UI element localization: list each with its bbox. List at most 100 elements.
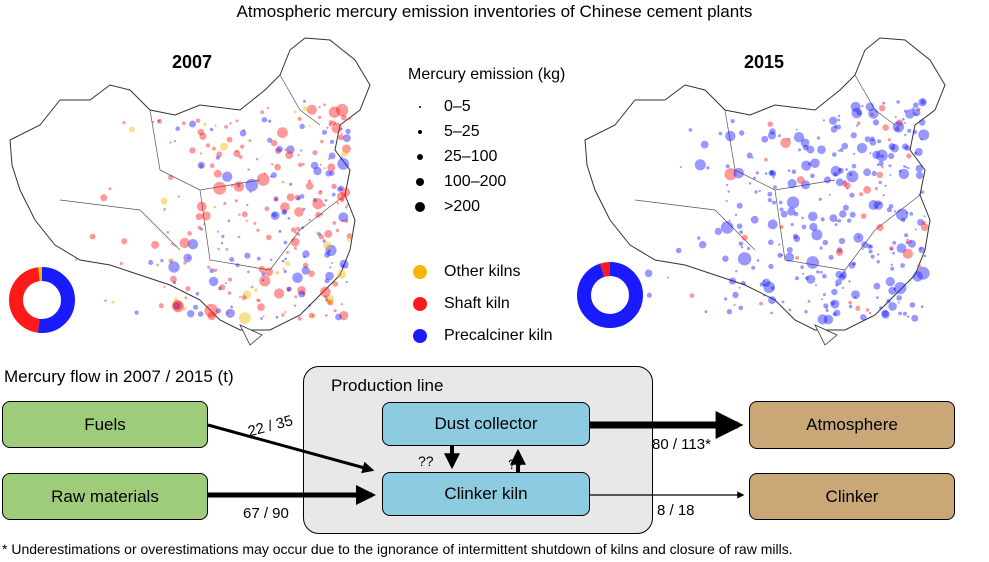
emission-point bbox=[108, 187, 112, 191]
size-legend: 0–5 5–25 25–100 100–200 >200 bbox=[408, 94, 506, 219]
emission-point bbox=[736, 223, 743, 229]
emission-point bbox=[173, 302, 181, 310]
emission-point bbox=[907, 239, 916, 248]
emission-point bbox=[129, 126, 135, 133]
emission-point bbox=[245, 219, 248, 222]
emission-point bbox=[308, 304, 311, 307]
emission-point bbox=[900, 263, 905, 268]
emission-point bbox=[337, 269, 347, 279]
emission-point bbox=[328, 120, 333, 125]
emission-point bbox=[317, 232, 322, 236]
emission-point bbox=[856, 121, 861, 126]
emission-point bbox=[163, 285, 166, 288]
emission-point bbox=[902, 311, 907, 316]
emission-point bbox=[336, 201, 339, 205]
emission-point bbox=[221, 234, 225, 239]
emission-point bbox=[320, 212, 324, 216]
emission-point bbox=[239, 129, 247, 137]
emission-point bbox=[899, 170, 902, 173]
emission-point bbox=[873, 200, 884, 210]
emission-point bbox=[254, 288, 258, 292]
emission-point bbox=[839, 148, 844, 152]
emission-point bbox=[273, 196, 279, 202]
emission-point bbox=[169, 141, 172, 144]
emission-point bbox=[218, 286, 222, 291]
emission-point bbox=[303, 255, 306, 259]
kiln-legend-label: Other kilns bbox=[444, 263, 521, 280]
emission-point bbox=[734, 213, 738, 217]
emission-point bbox=[770, 311, 773, 315]
emission-point bbox=[869, 138, 877, 146]
emission-point bbox=[329, 170, 335, 176]
emission-point bbox=[300, 149, 303, 152]
emission-point bbox=[778, 200, 783, 205]
emission-point bbox=[876, 163, 880, 167]
emission-point bbox=[294, 295, 298, 299]
emission-point bbox=[182, 306, 187, 311]
emission-point bbox=[743, 282, 746, 285]
emission-point bbox=[878, 180, 882, 185]
emission-point bbox=[901, 217, 906, 223]
emission-point bbox=[172, 300, 184, 313]
emission-point bbox=[882, 124, 889, 131]
emission-point bbox=[768, 296, 777, 305]
emission-point bbox=[832, 152, 837, 157]
emission-point bbox=[838, 237, 846, 245]
emission-point bbox=[302, 262, 309, 269]
emission-point bbox=[189, 120, 196, 128]
emission-point bbox=[810, 173, 815, 179]
emission-point bbox=[328, 152, 336, 160]
emission-point bbox=[802, 272, 805, 275]
emission-point bbox=[787, 196, 800, 209]
emission-point bbox=[307, 179, 311, 183]
emission-point bbox=[299, 194, 305, 199]
emission-point bbox=[261, 117, 267, 123]
emission-point bbox=[881, 165, 884, 169]
emission-point bbox=[822, 273, 827, 279]
emission-point bbox=[850, 132, 857, 139]
emission-point bbox=[869, 152, 872, 155]
emission-point bbox=[323, 103, 326, 106]
emission-point bbox=[718, 131, 723, 136]
emission-point bbox=[259, 275, 271, 287]
size-legend-item: >200 bbox=[408, 194, 506, 219]
emission-point bbox=[302, 106, 308, 112]
emission-point bbox=[722, 255, 729, 262]
emission-point bbox=[733, 303, 736, 306]
emission-point bbox=[724, 297, 728, 301]
emission-point bbox=[644, 269, 653, 278]
emission-point bbox=[185, 286, 191, 292]
emission-point bbox=[294, 207, 304, 217]
emission-point bbox=[907, 166, 910, 170]
emission-point bbox=[340, 114, 347, 121]
emission-point bbox=[312, 150, 318, 156]
emission-point bbox=[271, 163, 274, 166]
emission-point bbox=[242, 128, 245, 132]
emission-point bbox=[796, 176, 805, 184]
emission-point bbox=[842, 204, 849, 211]
emission-point bbox=[257, 303, 265, 311]
emission-point bbox=[241, 211, 248, 218]
emission-point bbox=[327, 163, 336, 172]
emission-point bbox=[825, 308, 829, 313]
emission-point bbox=[275, 197, 278, 201]
emission-point bbox=[311, 313, 316, 318]
emission-point bbox=[853, 232, 864, 243]
emission-point bbox=[905, 166, 908, 169]
emission-point bbox=[297, 233, 301, 236]
emission-point bbox=[689, 293, 695, 298]
emission-point bbox=[877, 202, 881, 206]
emission-point bbox=[181, 121, 186, 126]
emission-point bbox=[328, 301, 331, 304]
emission-point bbox=[824, 176, 831, 184]
emission-point bbox=[748, 182, 752, 185]
emission-point bbox=[834, 223, 838, 227]
emission-point bbox=[302, 162, 305, 166]
emission-point bbox=[187, 231, 192, 236]
emission-point bbox=[266, 106, 269, 110]
emission-point bbox=[861, 105, 864, 108]
emission-point bbox=[332, 221, 337, 225]
emission-point bbox=[229, 257, 235, 262]
emission-points-2007 bbox=[75, 99, 353, 324]
emission-point bbox=[822, 293, 826, 296]
